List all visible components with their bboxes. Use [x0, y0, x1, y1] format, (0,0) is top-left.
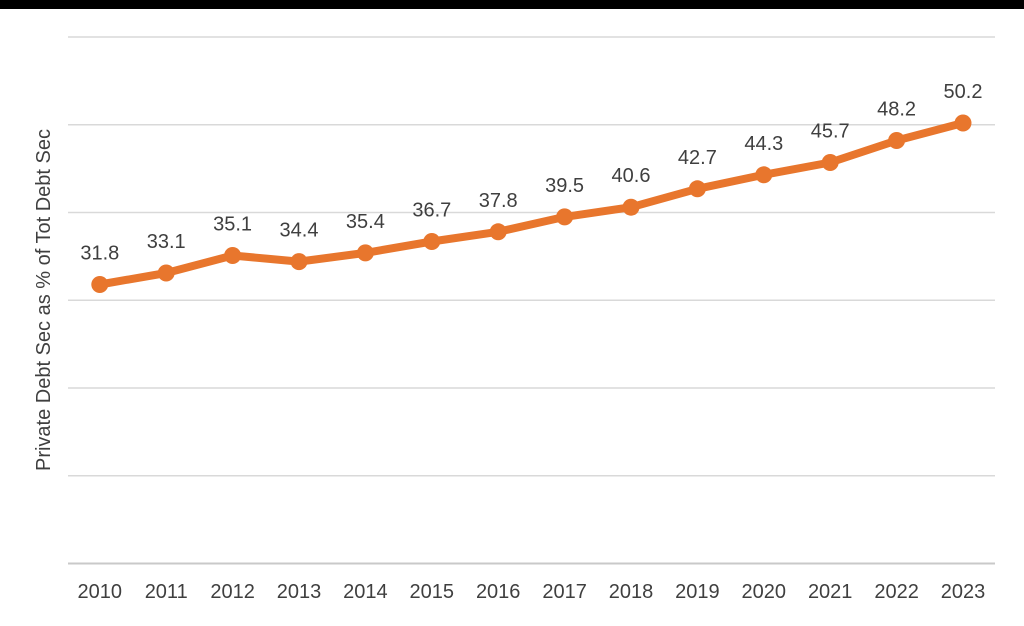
series-line [95, 119, 967, 289]
year-tick-label: 2012 [210, 581, 255, 603]
top-bar [0, 0, 1024, 9]
data-point [224, 247, 242, 264]
data-point [888, 132, 906, 149]
year-tick-label: 2019 [675, 581, 720, 603]
year-tick-label: 2014 [343, 581, 388, 603]
year-tick-label: 2021 [808, 581, 853, 603]
data-point [954, 114, 972, 132]
data-point [622, 198, 640, 216]
data-label: 42.7 [678, 147, 717, 169]
data-label: 50.2 [944, 81, 983, 103]
year-tick-label: 2017 [542, 581, 587, 603]
year-tick-label: 2023 [941, 581, 986, 603]
data-labels: 31.8 33.1 35.1 34.4 35.4 36.7 37.8 39.5 40.6 42.7… [80, 81, 982, 265]
data-point [755, 166, 773, 184]
year-tick-label: 2015 [410, 581, 455, 603]
data-point [356, 244, 374, 262]
year-tick-label: 2018 [609, 581, 654, 603]
data-label: 37.8 [479, 190, 518, 212]
data-label: 31.8 [80, 243, 119, 265]
data-label: 40.6 [612, 165, 651, 187]
y-axis-title: Private Debt Sec as % of Tot Debt Sec [33, 129, 55, 471]
data-label: 34.4 [280, 220, 319, 242]
data-label: 33.1 [147, 231, 186, 253]
data-label: 45.7 [811, 121, 850, 143]
data-point [423, 233, 441, 250]
data-point [157, 264, 175, 282]
data-label: 35.1 [213, 214, 252, 236]
data-point [290, 253, 308, 271]
data-points [91, 114, 972, 293]
year-tick-label: 2010 [78, 581, 123, 603]
x-axis-tick-labels: 2010 2011 2012 2013 2014 2015 2016 2017 2018 2019… [78, 581, 986, 603]
year-tick-label: 2020 [742, 581, 787, 603]
gridlines [68, 36, 995, 477]
data-point [91, 276, 109, 293]
data-point [821, 154, 839, 171]
year-tick-label: 2011 [145, 581, 188, 603]
data-point [688, 180, 706, 198]
data-label: 39.5 [545, 175, 584, 197]
data-label: 48.2 [877, 99, 916, 121]
data-point [489, 223, 507, 241]
year-tick-label: 2016 [476, 581, 521, 603]
data-label: 36.7 [412, 200, 451, 222]
data-label: 35.4 [346, 211, 385, 233]
year-tick-label: 2022 [874, 581, 919, 603]
year-tick-label: 2013 [277, 581, 322, 603]
data-label: 44.3 [744, 133, 783, 155]
data-point [556, 208, 574, 226]
